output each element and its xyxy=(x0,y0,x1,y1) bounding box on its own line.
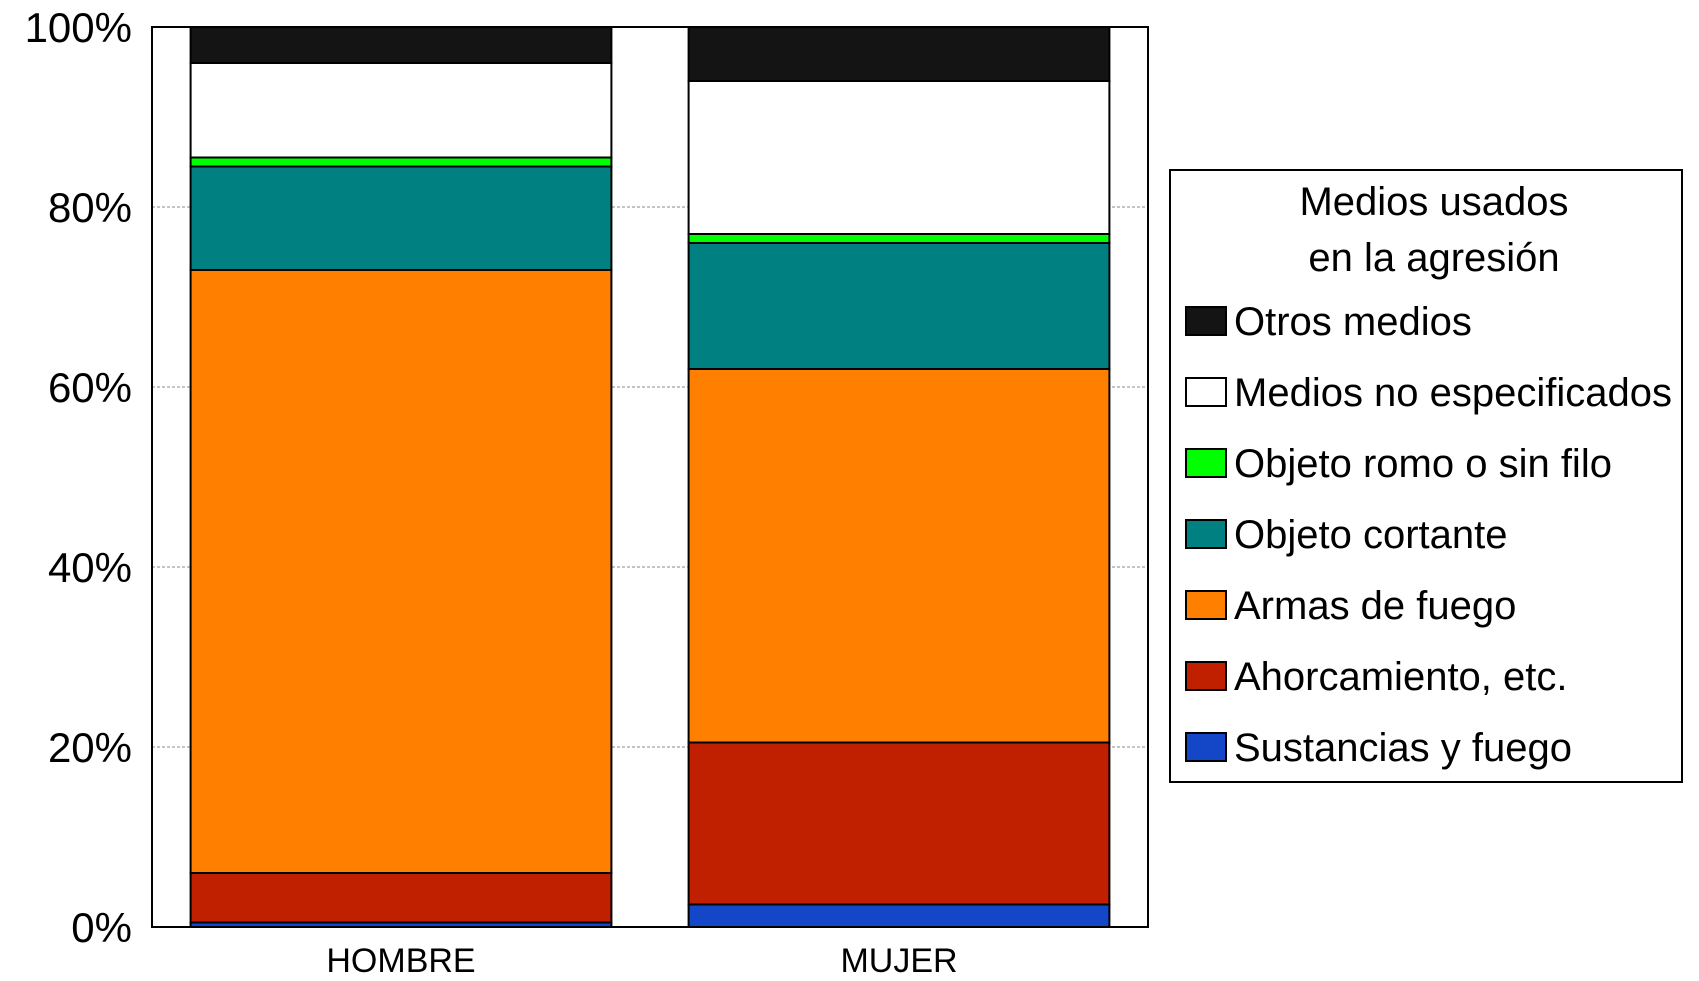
legend-swatch xyxy=(1185,377,1227,407)
y-tick-label: 60% xyxy=(48,364,132,411)
legend-swatch xyxy=(1185,519,1227,549)
legend-title-line-1: Medios usados xyxy=(1299,180,1568,224)
bars xyxy=(189,26,1111,928)
plot-area xyxy=(151,26,1149,928)
bar-segment xyxy=(687,741,1111,906)
legend: Medios usados en la agresión Otros medio… xyxy=(1169,169,1683,783)
legend-swatch xyxy=(1185,661,1227,691)
x-category-label: MUJER xyxy=(840,942,957,980)
legend-title-line-2: en la agresión xyxy=(1308,236,1559,280)
bar-segment xyxy=(687,26,1111,82)
legend-label: Otros medios xyxy=(1234,300,1472,344)
bar-segment xyxy=(189,62,613,159)
bar-segment xyxy=(189,269,613,874)
y-tick-label: 40% xyxy=(48,544,132,591)
legend-label: Objeto cortante xyxy=(1234,513,1508,557)
legend-swatch xyxy=(1185,732,1227,762)
legend-swatch xyxy=(1185,448,1227,478)
x-axis-category-labels: HOMBRE MUJER xyxy=(326,942,957,980)
y-tick-label: 0% xyxy=(71,904,132,951)
y-axis-tick-labels: 0% 20% 40% 60% 80% 100% xyxy=(25,4,132,951)
legend-swatch xyxy=(1185,306,1227,336)
y-tick-label: 100% xyxy=(25,4,132,51)
x-category-label: HOMBRE xyxy=(326,942,475,980)
y-tick-label: 80% xyxy=(48,184,132,231)
bar-segment xyxy=(189,156,613,168)
legend-label: Armas de fuego xyxy=(1234,584,1516,628)
legend-label: Ahorcamiento, etc. xyxy=(1234,655,1568,699)
bar-segment xyxy=(687,242,1111,370)
legend-label: Objeto romo o sin filo xyxy=(1234,442,1612,486)
legend-items: Otros medios Medios no especificados Objet… xyxy=(1185,300,1672,770)
legend-label: Sustancias y fuego xyxy=(1234,726,1572,770)
bar-segment xyxy=(189,26,613,64)
legend-label: Medios no especificados xyxy=(1234,371,1672,415)
legend-swatch xyxy=(1185,590,1227,620)
bar-segment xyxy=(687,80,1111,235)
bar-segment xyxy=(687,903,1111,928)
bar-segment xyxy=(687,368,1111,744)
y-tick-label: 20% xyxy=(48,724,132,771)
legend-box xyxy=(1169,169,1683,783)
bar-segment xyxy=(189,872,613,924)
bar-segment xyxy=(189,165,613,271)
bar-segment xyxy=(687,233,1111,244)
